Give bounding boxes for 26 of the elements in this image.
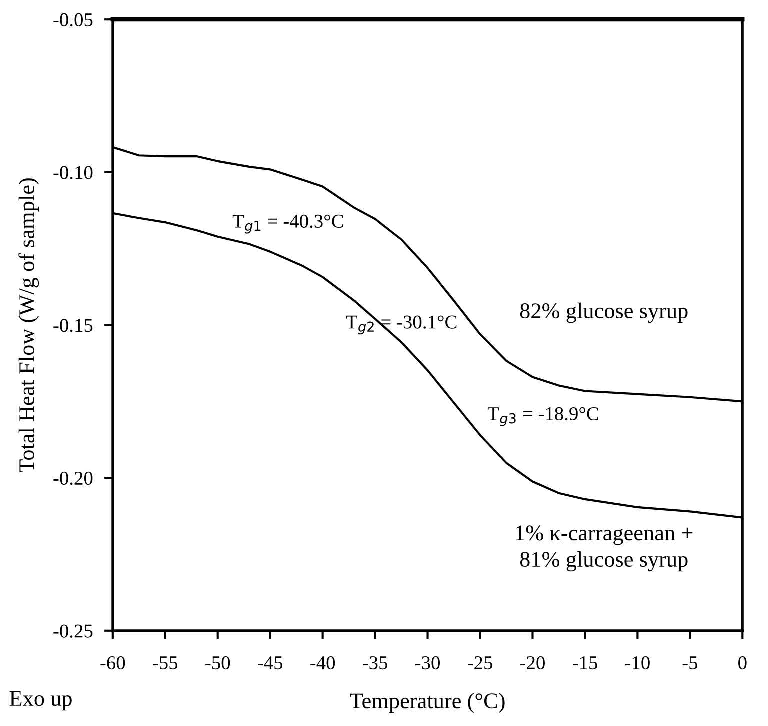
x-tick-label: -25 bbox=[468, 656, 492, 670]
x-tick-label: -20 bbox=[520, 656, 545, 670]
x-tick-label: -45 bbox=[258, 656, 283, 670]
x-tick-label: -55 bbox=[153, 656, 178, 670]
annotation: T$_{g3}$ = -18.9°C bbox=[488, 407, 598, 426]
x-tick-label: -50 bbox=[206, 656, 230, 670]
x-tick-label: -5 bbox=[682, 656, 698, 670]
x-tick-label: -60 bbox=[100, 656, 126, 670]
y-axis-title: Total Heat Flow (W/g of sample) bbox=[18, 178, 40, 472]
series-label: 82% glucose syrup bbox=[520, 302, 688, 324]
y-tick-label: -0.10 bbox=[54, 166, 93, 180]
x-tick-label: -10 bbox=[625, 656, 650, 670]
x-axis-title: Temperature (°C) bbox=[350, 692, 505, 714]
y-tick-label: -0.25 bbox=[54, 624, 93, 638]
y-tick-label: -0.20 bbox=[54, 472, 93, 486]
x-tick-label: -35 bbox=[363, 656, 388, 670]
text: Exo up bbox=[10, 691, 72, 711]
x-tick-label: -40 bbox=[310, 656, 336, 670]
x-tick-label: -15 bbox=[572, 656, 598, 670]
series-label: 1% κ-carrageenan + 81% glucose syrup bbox=[516, 526, 693, 572]
x-tick-label: -30 bbox=[416, 656, 440, 670]
y-tick-label: -0.05 bbox=[54, 13, 93, 27]
annotation: T$_{g1}$ = -40.3°C bbox=[232, 214, 344, 234]
y-tick-label: -0.15 bbox=[54, 319, 93, 332]
annotation: T$_{g2}$ = -30.1°C bbox=[346, 316, 457, 335]
x-tick-label: 0 bbox=[738, 656, 747, 670]
